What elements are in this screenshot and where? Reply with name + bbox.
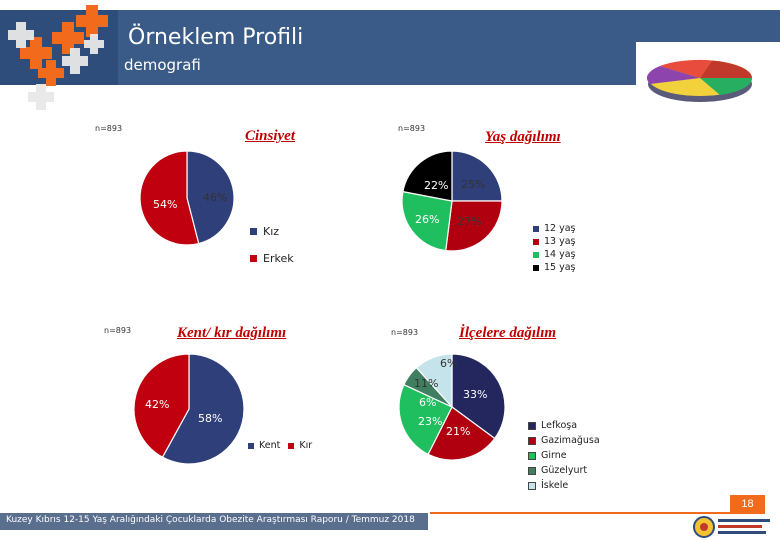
district-lefkosa-pct-label: 33% xyxy=(463,388,488,401)
legend-swatch xyxy=(250,228,257,235)
footer-accent-line xyxy=(430,512,765,514)
pie-slice-lefkoşa xyxy=(451,353,506,440)
legend-swatch xyxy=(533,238,539,245)
legend-item-lefkosa: Lefkoşa xyxy=(528,418,600,433)
pie-slice-i-skele xyxy=(415,353,453,409)
legend-label: Güzelyurt xyxy=(541,465,588,476)
pie-slice-14-yaş xyxy=(401,190,453,252)
pie-slice-kent xyxy=(161,353,245,465)
legend-item-girne: Girne xyxy=(528,448,600,463)
page-number: 18 xyxy=(730,495,765,514)
pie-slice-13-yaş xyxy=(445,200,503,252)
age-chart-title: Yaş dağılımı xyxy=(485,129,561,145)
gender-pie-chart xyxy=(139,150,235,246)
pie-slice-kız xyxy=(186,150,235,245)
age-12-pct-label: 25% xyxy=(461,178,486,191)
legend-item-kiz: Kız xyxy=(250,218,294,245)
urban-chart-title: Kent/ kır dağılımı xyxy=(177,325,287,341)
district-guzelyurt-pct-label: 6% xyxy=(419,396,437,409)
legend-swatch xyxy=(533,251,539,258)
legend-label: Gazimağusa xyxy=(541,435,600,446)
gender-chart-title: Cinsiyet xyxy=(245,128,296,144)
urban-legend: Kent Kır xyxy=(248,439,312,452)
legend-label: Kız xyxy=(263,225,280,238)
pie-slice-erkek xyxy=(139,150,200,246)
legend-item-12: 12 yaş xyxy=(533,222,576,235)
gender-erkek-pct-label: 54% xyxy=(153,198,178,211)
age-13-pct-label: 27% xyxy=(457,215,482,228)
legend-item-guzelyurt: Güzelyurt xyxy=(528,463,600,478)
legend-item-gazimagusa: Gazimağusa xyxy=(528,433,600,448)
legend-item-15: 15 yaş xyxy=(533,261,576,274)
legend-swatch xyxy=(528,421,536,430)
legend-swatch xyxy=(533,264,539,271)
legend-label: Erkek xyxy=(263,252,294,265)
legend-swatch xyxy=(528,481,536,490)
age-15-pct-label: 22% xyxy=(424,179,449,192)
legend-label: Kent xyxy=(259,440,281,451)
institution-logo xyxy=(693,516,770,538)
urban-kent-pct-label: 58% xyxy=(198,412,223,425)
header-pie-image xyxy=(636,42,780,120)
urban-n-label: n=893 xyxy=(104,326,132,335)
page-subtitle: demografi xyxy=(124,56,201,74)
legend-swatch xyxy=(250,255,257,262)
legend-item-kir: Kır xyxy=(288,439,312,452)
legend-label: 13 yaş xyxy=(544,236,576,247)
legend-label: 15 yaş xyxy=(544,262,576,273)
urban-pie-chart xyxy=(133,353,245,465)
legend-label: İskele xyxy=(541,480,569,491)
pie-slice-12-yaş xyxy=(451,150,503,202)
legend-item-kent: Kent xyxy=(248,439,280,452)
district-girne-pct-label: 23% xyxy=(418,415,443,428)
legend-swatch xyxy=(528,451,536,460)
district-chart-title: İlçelere dağılım xyxy=(459,325,557,341)
gender-kiz-pct-label: 46% xyxy=(203,191,228,204)
age-14-pct-label: 26% xyxy=(415,213,440,226)
legend-item-erkek: Erkek xyxy=(250,245,294,272)
pie-slice-15-yaş xyxy=(402,150,453,202)
district-iskele-pct-label: 11% xyxy=(414,377,439,390)
gender-legend: Kız Erkek xyxy=(250,218,294,272)
district-legend: Lefkoşa Gazimağusa Girne Güzelyurt İskel… xyxy=(528,418,600,493)
page-title: Örneklem Profili xyxy=(128,25,304,50)
legend-item-13: 13 yaş xyxy=(533,235,576,248)
legend-swatch xyxy=(528,436,536,445)
legend-item-iskele: İskele xyxy=(528,478,600,493)
header-banner xyxy=(0,5,780,120)
legend-label: 14 yaş xyxy=(544,249,576,260)
gender-n-label: n=893 xyxy=(95,124,123,133)
pie-slice-girne xyxy=(398,383,453,456)
legend-label: Lefkoşa xyxy=(541,420,578,431)
legend-item-14: 14 yaş xyxy=(533,248,576,261)
legend-label: Girne xyxy=(541,450,567,461)
age-pie-chart xyxy=(401,150,503,252)
district-extra-pct-label: 6% xyxy=(440,357,458,370)
pie-slice-gazimağusa xyxy=(427,406,496,461)
age-n-label: n=893 xyxy=(398,124,426,133)
decorative-cross-icons xyxy=(8,5,108,110)
legend-swatch xyxy=(288,442,295,449)
footer-bar xyxy=(0,513,428,530)
district-gazimagusa-pct-label: 21% xyxy=(446,425,471,438)
district-n-label: n=893 xyxy=(391,328,419,337)
pie-slice-kır xyxy=(133,353,190,459)
legend-swatch xyxy=(533,225,539,232)
district-pie-chart xyxy=(398,353,506,461)
footer-text: Kuzey Kıbrıs 12-15 Yaş Aralığındaki Çocu… xyxy=(6,515,415,525)
legend-swatch xyxy=(528,466,536,475)
legend-swatch xyxy=(248,442,254,449)
legend-label: Kır xyxy=(299,440,313,451)
age-legend: 12 yaş 13 yaş 14 yaş 15 yaş xyxy=(533,222,576,274)
legend-label: 12 yaş xyxy=(544,223,576,234)
urban-kir-pct-label: 42% xyxy=(145,398,170,411)
